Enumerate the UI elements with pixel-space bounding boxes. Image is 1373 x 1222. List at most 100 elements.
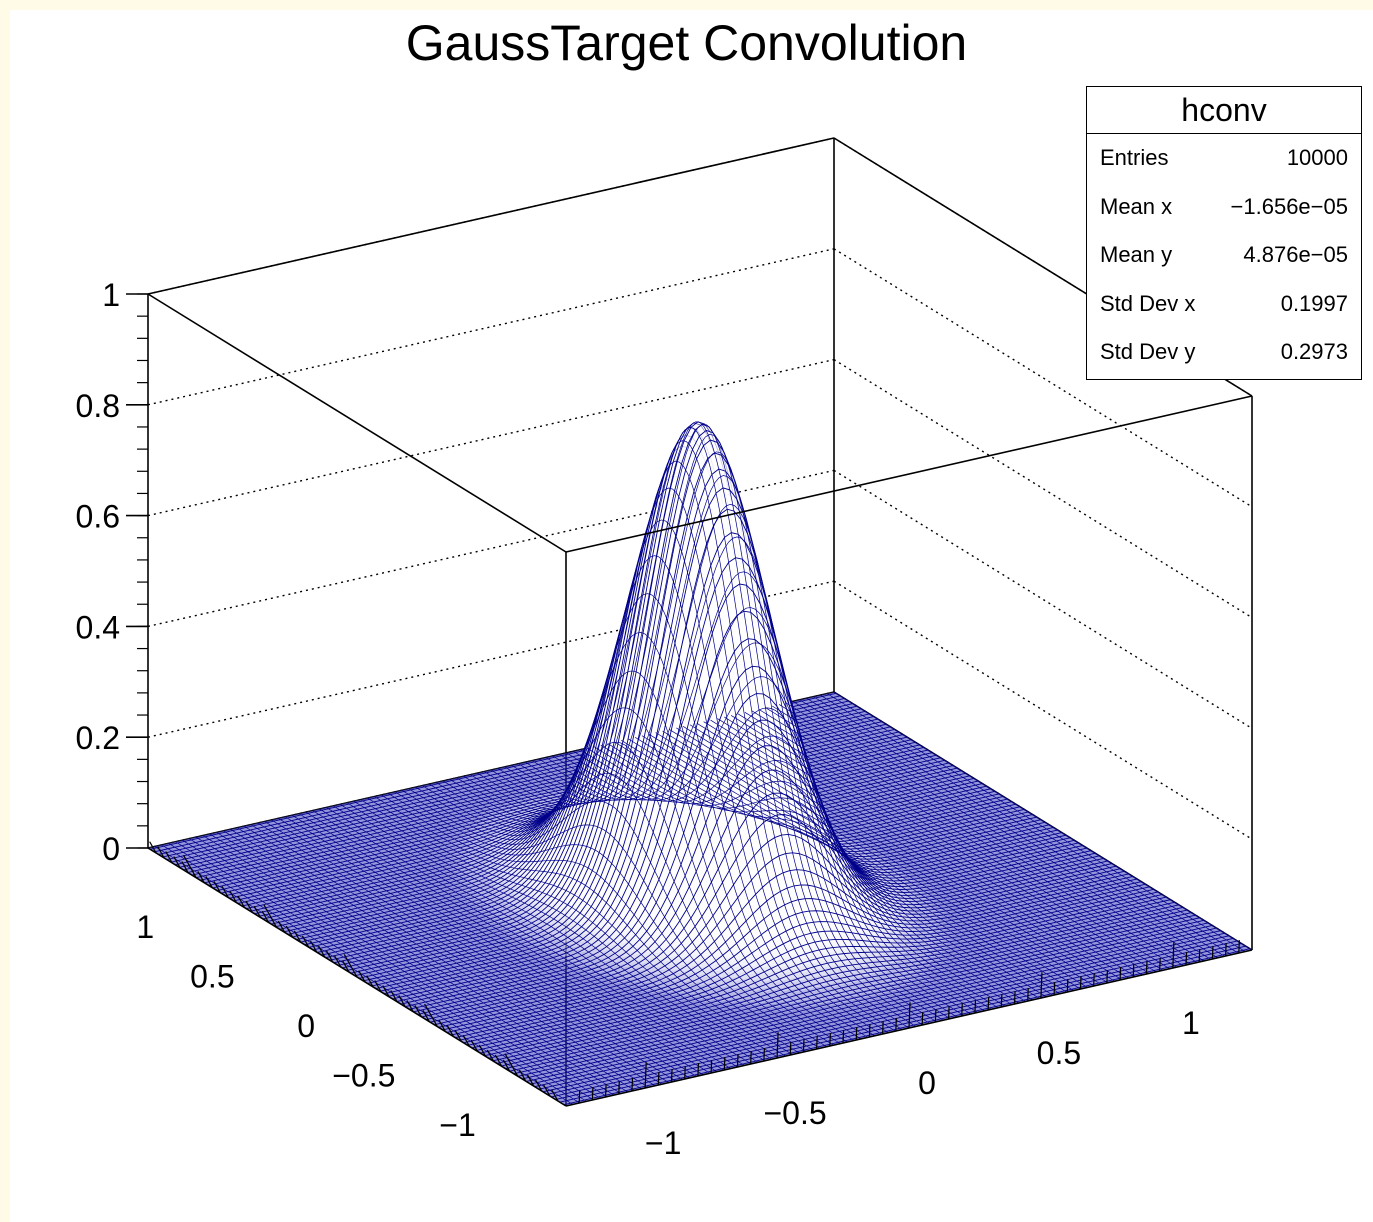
- surface-column: [806, 697, 1225, 957]
- x-tick: [1225, 943, 1227, 957]
- surface-column: [250, 824, 670, 1083]
- surface-row: [350, 422, 1037, 974]
- stats-label: Std Dev y: [1100, 339, 1196, 364]
- surface-column: [435, 632, 855, 1041]
- y-tick: [414, 1005, 422, 1017]
- surface-column: [449, 555, 869, 1038]
- z-tick-label: 0.2: [76, 720, 120, 756]
- surface-column: [483, 426, 903, 1030]
- surface-column: [490, 421, 910, 1029]
- y-tick: [390, 990, 398, 1003]
- x-tick: [657, 1072, 660, 1086]
- x-tick: [1211, 946, 1214, 960]
- surface-column: [799, 699, 1218, 959]
- x-tick: [1238, 940, 1240, 954]
- x-tick: [789, 1042, 792, 1056]
- surface-column: [696, 722, 1115, 982]
- x-tick: [591, 1087, 594, 1101]
- stats-label: Mean x: [1100, 193, 1173, 219]
- surface-column: [785, 702, 1205, 962]
- x-tick: [947, 1006, 950, 1020]
- surface-column: [339, 804, 759, 1063]
- surface-mesh: [147, 421, 1253, 1107]
- surface-column: [717, 718, 1136, 977]
- y-tick: [494, 1054, 503, 1067]
- surface-column: [737, 713, 1157, 973]
- top-front-right: [565, 395, 1253, 553]
- stats-label: Mean y: [1100, 242, 1173, 267]
- x-tick-label: −0.5: [763, 1095, 826, 1131]
- surface-row: [354, 421, 1042, 977]
- surface-column: [422, 707, 841, 1044]
- y-tick: [366, 975, 374, 988]
- surface-column: [497, 423, 917, 1027]
- top-back-left: [147, 137, 835, 295]
- x-tick: [644, 1062, 647, 1089]
- y-tick: [277, 920, 286, 933]
- surface-column: [593, 746, 1013, 1005]
- y-tick: [334, 955, 342, 968]
- surface-column: [538, 571, 958, 1018]
- x-tick: [684, 1066, 686, 1080]
- surface-column: [182, 839, 601, 1099]
- axis-ticks: 0 0.2 0.4 0.6 0.8 1 −1 −0.5 0 0.5 1 −1 −0.5 0 0.5 1: [76, 277, 1240, 1161]
- surface-column: [579, 749, 999, 1009]
- y-tick: [221, 886, 229, 898]
- stats-label: Std Dev x: [1100, 290, 1196, 316]
- x-tick: [578, 1090, 581, 1104]
- surface-column: [703, 721, 1122, 980]
- x-tick: [1079, 976, 1082, 990]
- surface-column: [607, 743, 1026, 1002]
- stats-value: 4.876e−05: [1243, 242, 1348, 267]
- grid-line: [147, 248, 835, 406]
- y-tick: [438, 1019, 446, 1032]
- stats-value: 0.1997: [1280, 290, 1348, 316]
- surface-column: [188, 838, 608, 1097]
- y-tick: [382, 985, 390, 998]
- surface-column: [223, 830, 642, 1090]
- x-tick: [1185, 952, 1188, 966]
- stats-value: 10000: [1286, 145, 1348, 170]
- surface-column: [236, 827, 656, 1087]
- surface-column: [278, 818, 697, 1077]
- x-tick: [1119, 967, 1122, 981]
- y-tick: [213, 881, 221, 893]
- y-tick-label: −1: [439, 1107, 475, 1143]
- y-tick: [205, 876, 213, 888]
- surface-column: [833, 691, 1253, 951]
- x-tick: [618, 1081, 620, 1095]
- surface-column: [463, 487, 882, 1035]
- surface-column: [511, 451, 930, 1024]
- y-tick: [454, 1029, 463, 1042]
- y-tick: [478, 1044, 487, 1057]
- surface-column: [586, 747, 1006, 1007]
- x-tick-label: 1: [1182, 1005, 1200, 1041]
- surface-column: [751, 710, 1170, 970]
- surface-column: [394, 791, 814, 1051]
- y-tick: [526, 1074, 535, 1087]
- stats-row-entries: Entries 10000: [1087, 134, 1361, 183]
- surface-column: [326, 807, 745, 1066]
- x-tick: [1027, 988, 1029, 1002]
- surface-column: [408, 773, 827, 1048]
- stats-value: −1.656e−05: [1230, 193, 1348, 219]
- z-tick-label: 0.8: [76, 388, 120, 424]
- surface-column: [264, 821, 683, 1080]
- y-tick: [309, 940, 318, 953]
- surface-column: [387, 793, 807, 1052]
- y-tick: [518, 1069, 527, 1082]
- x-tick: [908, 1002, 911, 1029]
- x-tick: [710, 1060, 713, 1074]
- surface-column: [772, 705, 1191, 965]
- x-tick: [1145, 961, 1148, 975]
- surface-column: [374, 796, 793, 1055]
- stats-box[interactable]: hconv Entries 10000 Mean x −1.656e−05 Me…: [1086, 86, 1362, 380]
- surface-column: [202, 835, 622, 1094]
- surface-column: [271, 819, 690, 1079]
- stats-value: 0.2973: [1280, 339, 1348, 364]
- surface-column: [552, 642, 971, 1015]
- surface-column: [319, 808, 738, 1068]
- surface-column: [312, 810, 731, 1069]
- x-tick: [763, 1048, 766, 1062]
- z-tick-label: 0.6: [76, 499, 120, 535]
